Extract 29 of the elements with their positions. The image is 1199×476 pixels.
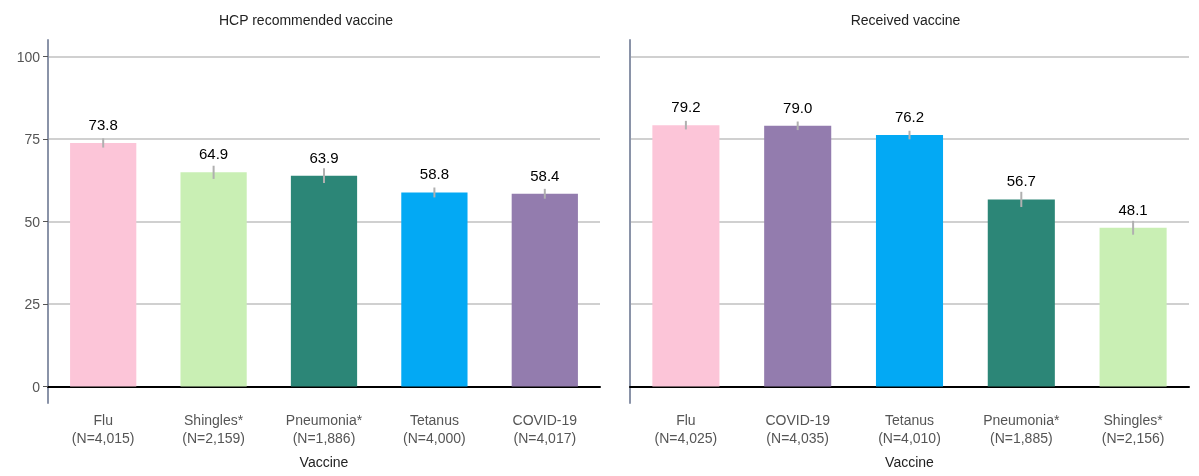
data-label: 64.9 [199,145,229,163]
chart-title: HCP recommended vaccine [218,12,394,28]
x-tick-label: Flu (N=4,015) [71,412,135,446]
y-tick-label: 75 [24,131,41,147]
y-tick-label: 25 [24,296,41,312]
data-label: 58.4 [530,166,560,184]
x-tick-label: Flu (N=4,025) [654,412,718,446]
x-tick-label: COVID-19 (N=4,017) [512,412,578,446]
data-label: 73.8 [88,115,118,133]
x-tick-label: Tetanus (N=4,010) [878,412,941,446]
data-label: 48.1 [1118,200,1148,218]
data-label: 79.2 [671,98,701,116]
x-tick-label: COVID-19 (N=4,035) [765,412,831,446]
x-axis-title: Vaccine [299,454,349,470]
data-label: 79.0 [783,98,813,116]
data-label: 63.9 [309,148,339,166]
x-tick-label: Pneumonia* (N=1,885) [983,412,1060,446]
x-tick-label: Shingles* (N=2,156) [1101,412,1165,446]
y-tick-label: 100 [16,48,41,65]
x-axis-title: Vaccine [885,454,935,470]
data-label: 58.8 [419,165,449,183]
data-label: 56.7 [1006,172,1036,190]
x-tick-label: Tetanus (N=4,000) [403,412,466,446]
x-tick-label: Shingles* (N=2,159) [182,412,245,446]
y-tick-label: 0 [32,378,41,395]
chart-title: Received vaccine [850,12,961,28]
y-tick-label: 50 [24,213,41,230]
data-label: 76.2 [894,108,925,126]
x-tick-label: Pneumonia* (N=1,886) [285,412,363,446]
